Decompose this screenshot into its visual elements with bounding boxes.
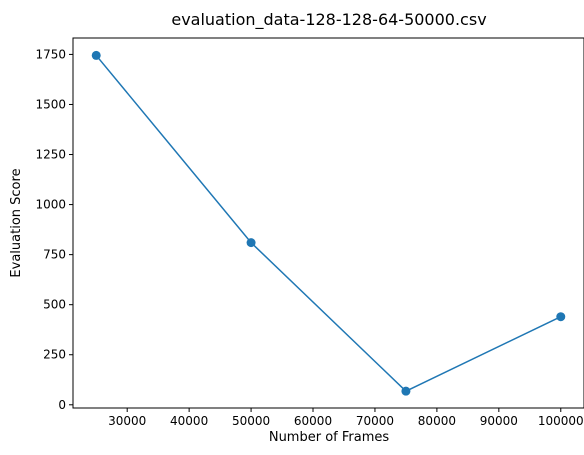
x-tick-label: 30000 — [108, 414, 146, 428]
x-tick-label: 60000 — [294, 414, 332, 428]
x-tick-label: 90000 — [480, 414, 518, 428]
x-axis: 30000 40000 50000 60000 70000 80000 90000 10000… — [108, 408, 584, 428]
y-tick-label: 0 — [58, 398, 66, 412]
data-point — [401, 386, 411, 396]
y-tick-label: 1750 — [35, 47, 66, 61]
x-tick-label: 40000 — [170, 414, 208, 428]
y-tick-label: 1250 — [35, 148, 66, 162]
y-tick-label: 1500 — [35, 97, 66, 111]
x-tick-label: 80000 — [418, 414, 456, 428]
y-tick-label: 750 — [43, 248, 66, 262]
y-tick-label: 500 — [43, 298, 66, 312]
plot-area — [72, 37, 584, 409]
series-line — [95, 54, 562, 393]
y-tick-label: 250 — [43, 348, 66, 362]
data-point — [246, 238, 256, 248]
y-axis: 0 250 500 750 1000 1250 1500 1750 — [35, 47, 73, 412]
x-tick-label: 50000 — [232, 414, 270, 428]
chart-title: evaluation_data-128-128-64-50000.csv — [171, 10, 486, 30]
data-point — [91, 50, 101, 60]
y-axis-label: Evaluation Score — [9, 168, 24, 277]
y-tick-label: 1000 — [35, 198, 66, 212]
x-tick-label: 100000 — [538, 414, 584, 428]
data-point — [556, 312, 566, 322]
x-tick-label: 70000 — [356, 414, 394, 428]
data-points — [91, 50, 566, 396]
x-axis-label: Number of Frames — [269, 430, 390, 445]
